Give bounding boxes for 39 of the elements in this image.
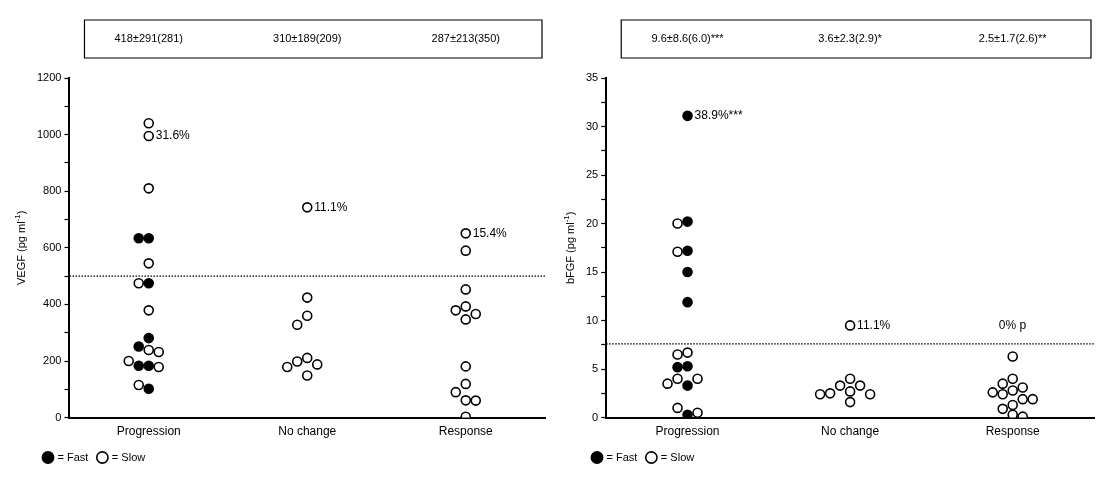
legend-label: = Fast	[57, 450, 89, 463]
y-tick-label: 10	[585, 313, 599, 326]
annotation: 31.6%	[155, 128, 191, 143]
x-tick-label: Progression	[655, 424, 720, 439]
legend-label: = Fast	[606, 450, 638, 463]
y-tick-label: 5	[592, 362, 599, 375]
x-tick-label: Response	[438, 424, 494, 439]
text: 287±213(350)	[431, 32, 500, 45]
text: 310±189(209)	[273, 32, 342, 45]
annotation: 15.4%	[472, 225, 508, 240]
text: 9.6±8.6(6.0)***	[651, 32, 725, 45]
y-tick-label: 0	[55, 410, 62, 423]
annotation: 38.9%***	[694, 108, 743, 123]
y-tick-label: 35	[585, 71, 599, 84]
legend-label: = Slow	[111, 450, 146, 463]
annotation: 11.1%	[857, 317, 891, 332]
y-axis-title: bFGF (pg ml-1)	[562, 211, 577, 285]
y-tick-label: 1200	[36, 71, 62, 84]
y-tick-label: 400	[43, 297, 62, 310]
y-tick-label: 20	[585, 216, 599, 229]
x-tick-label: No change	[821, 424, 880, 439]
y-tick-label: 600	[43, 240, 62, 253]
y-tick-label: 15	[585, 265, 599, 278]
legend-label: = Slow	[660, 450, 695, 463]
text: 3.6±2.3(2.9)*	[818, 32, 883, 45]
x-tick-label: Progression	[116, 424, 181, 439]
text: 2.5±1.7(2.6)**	[978, 32, 1048, 45]
y-tick-label: 30	[585, 119, 599, 132]
x-tick-label: Response	[985, 424, 1041, 439]
y-tick-label: 800	[43, 184, 62, 197]
annotation: 11.1%	[314, 199, 348, 214]
y-tick-label: 200	[43, 354, 62, 367]
y-tick-label: 1000	[36, 127, 62, 140]
y-tick-label: 25	[585, 168, 599, 181]
y-axis-title: VEGF (pg ml-1)	[13, 210, 28, 285]
y-tick-label: 0	[592, 410, 599, 423]
text: 418±291(281)	[114, 32, 183, 45]
annotation: 0% p	[998, 318, 1027, 333]
x-tick-label: No change	[278, 424, 337, 439]
